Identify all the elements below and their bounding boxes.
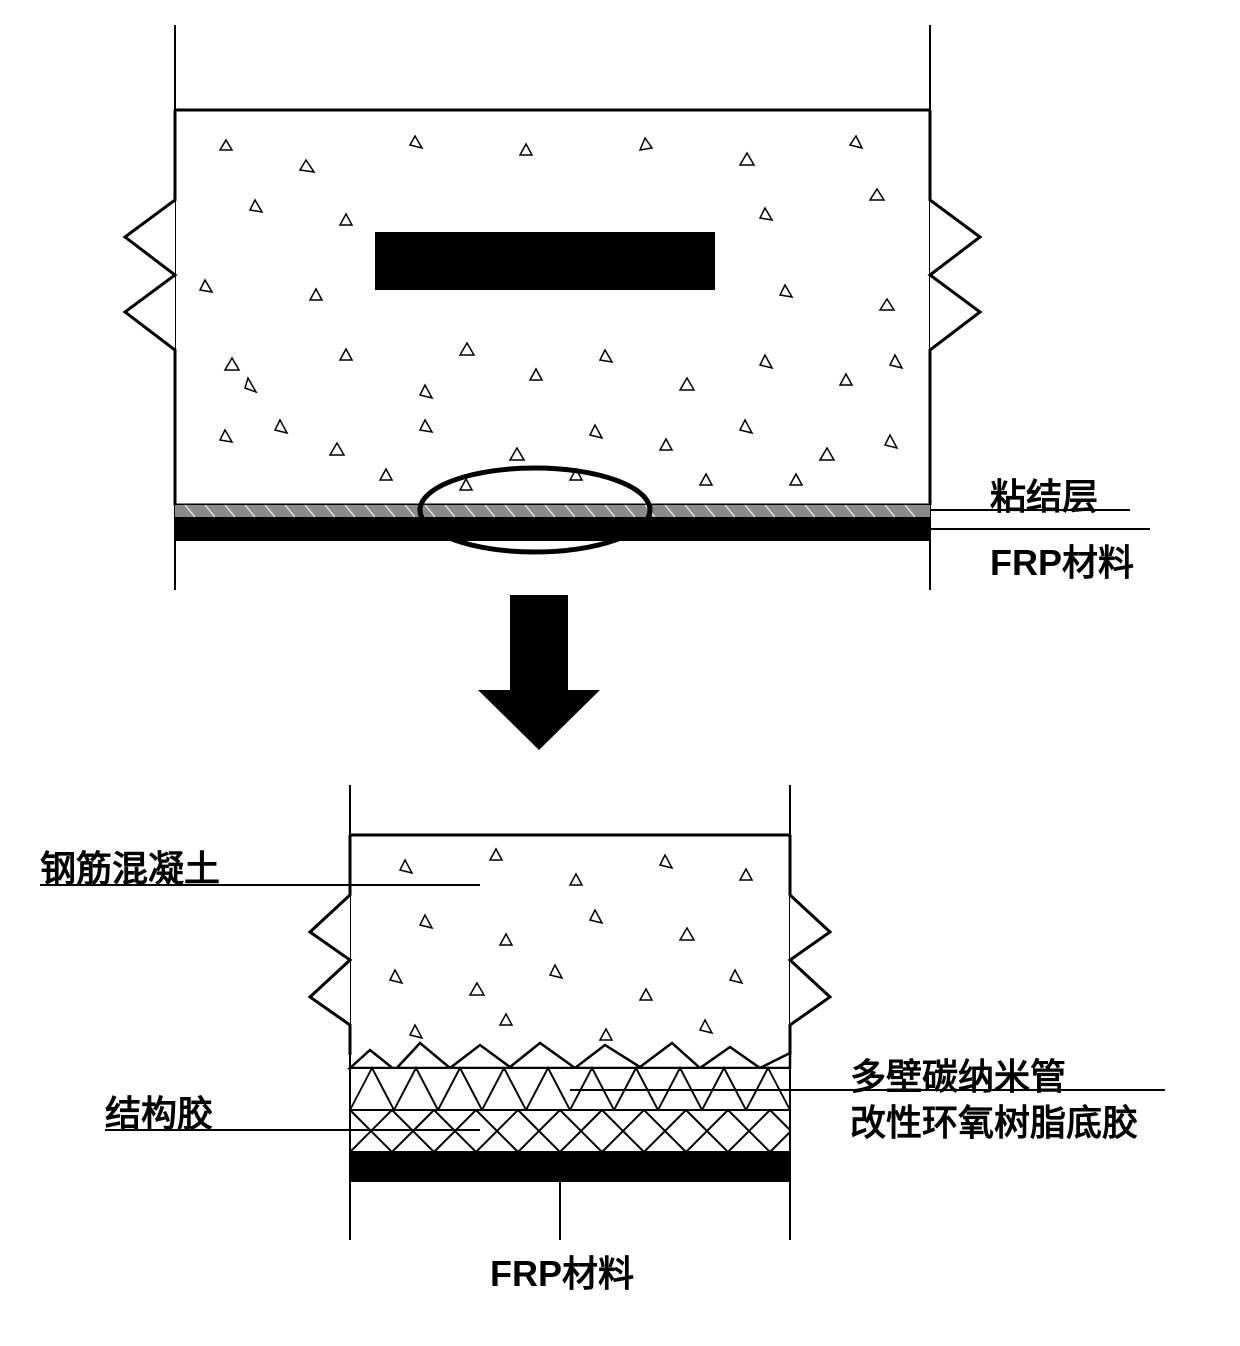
break-mark-right bbox=[930, 110, 980, 505]
break-mark-left-bottom bbox=[310, 835, 350, 1055]
aggregate-particles-top bbox=[200, 136, 902, 490]
rebar bbox=[375, 232, 715, 290]
label-adhesion-layer: 粘结层 bbox=[990, 468, 1098, 520]
rough-interface bbox=[350, 1043, 790, 1070]
detail-arrow bbox=[450, 590, 650, 790]
diagram-container: 粘结层 FRP材料 钢筋混凝土 结构胶 多壁碳纳米管 改性环氧树脂底胶 FRP材… bbox=[0, 0, 1240, 1346]
break-mark-right-bottom bbox=[790, 835, 830, 1055]
label-primer-line1: 多壁碳纳米管 bbox=[850, 1048, 1066, 1100]
label-frp-bottom: FRP材料 bbox=[490, 1245, 634, 1297]
frp-layer-top bbox=[175, 517, 930, 541]
label-structural-glue: 结构胶 bbox=[105, 1085, 213, 1137]
aggregate-particles-bottom bbox=[390, 849, 752, 1040]
label-primer-line2: 改性环氧树脂底胶 bbox=[850, 1094, 1138, 1146]
label-frp-top: FRP材料 bbox=[990, 534, 1134, 586]
break-mark-left bbox=[125, 110, 175, 505]
label-reinforced-concrete: 钢筋混凝土 bbox=[40, 840, 220, 892]
adhesion-layer bbox=[175, 505, 930, 517]
frp-layer-bottom bbox=[350, 1152, 790, 1182]
